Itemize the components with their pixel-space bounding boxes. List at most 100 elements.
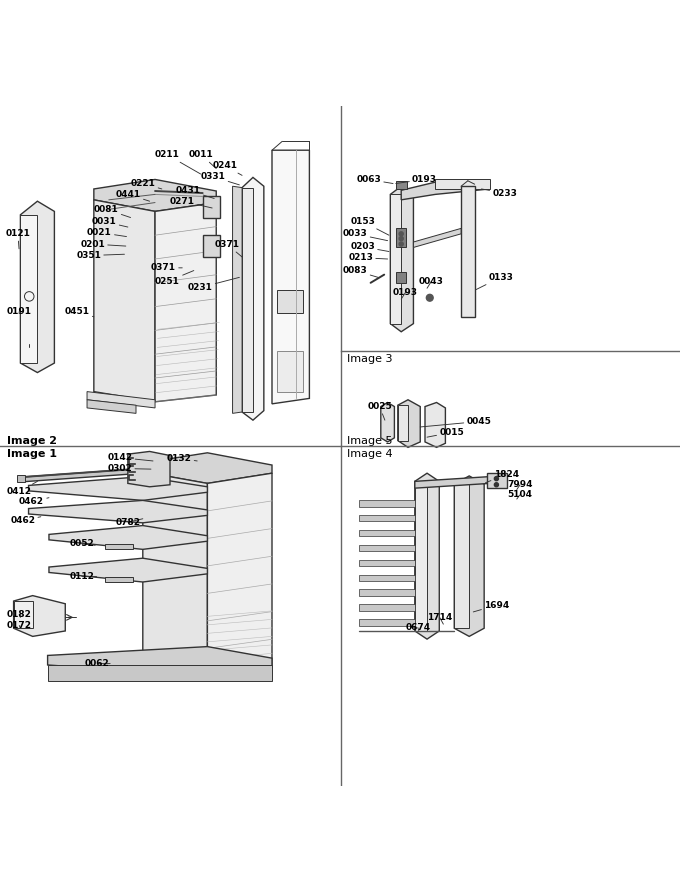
Text: Image 4: Image 4 (347, 449, 392, 458)
Text: 7994: 7994 (507, 480, 533, 490)
Text: 0203: 0203 (350, 243, 389, 252)
FancyBboxPatch shape (17, 475, 25, 482)
Polygon shape (359, 619, 415, 626)
Text: 0271: 0271 (170, 197, 212, 208)
Polygon shape (233, 186, 242, 413)
Polygon shape (398, 405, 408, 441)
Polygon shape (14, 601, 33, 628)
Polygon shape (454, 484, 469, 628)
Text: 1714: 1714 (427, 613, 452, 624)
Circle shape (494, 483, 498, 487)
Text: 0043: 0043 (419, 277, 444, 288)
Polygon shape (415, 476, 490, 488)
Polygon shape (359, 559, 415, 566)
Polygon shape (398, 400, 420, 448)
Polygon shape (48, 665, 272, 681)
Text: 0031: 0031 (92, 217, 128, 227)
Text: Image 5: Image 5 (347, 436, 392, 446)
Text: 0015: 0015 (427, 428, 464, 437)
Polygon shape (87, 400, 136, 413)
Text: 0011: 0011 (189, 151, 216, 169)
Polygon shape (19, 468, 143, 482)
Polygon shape (390, 194, 401, 324)
Text: 0025: 0025 (367, 402, 392, 420)
Polygon shape (49, 525, 207, 549)
Text: Image 3: Image 3 (347, 353, 392, 364)
Text: 0142: 0142 (107, 453, 153, 462)
Polygon shape (94, 179, 216, 211)
Polygon shape (242, 187, 253, 412)
Text: 0462: 0462 (10, 516, 41, 525)
Polygon shape (272, 150, 309, 404)
Text: 0121: 0121 (5, 229, 31, 249)
Polygon shape (359, 500, 415, 507)
Text: 0033: 0033 (343, 229, 388, 241)
Text: 0112: 0112 (69, 572, 97, 581)
Text: 0213: 0213 (348, 253, 388, 262)
Text: 0052: 0052 (69, 540, 95, 549)
Polygon shape (415, 482, 427, 631)
Text: 0132: 0132 (167, 454, 197, 463)
Polygon shape (20, 202, 54, 373)
Polygon shape (359, 605, 415, 611)
Text: 1824: 1824 (486, 470, 519, 483)
Text: 0172: 0172 (7, 621, 32, 630)
Polygon shape (359, 574, 415, 582)
Text: 0441: 0441 (116, 190, 150, 202)
Polygon shape (415, 473, 439, 640)
Polygon shape (390, 186, 413, 332)
Polygon shape (143, 453, 272, 483)
Circle shape (399, 242, 403, 246)
Text: 0331: 0331 (201, 172, 239, 185)
Polygon shape (359, 515, 415, 522)
Text: 0153: 0153 (350, 217, 389, 235)
Text: 0221: 0221 (131, 179, 162, 189)
Text: 0062: 0062 (85, 659, 110, 668)
Text: 0371: 0371 (215, 240, 242, 257)
Text: 0182: 0182 (7, 610, 32, 619)
Text: 0191: 0191 (7, 307, 32, 316)
FancyBboxPatch shape (435, 178, 490, 189)
Text: 0231: 0231 (188, 277, 239, 292)
Text: 0133: 0133 (476, 273, 513, 290)
Polygon shape (413, 228, 461, 247)
FancyBboxPatch shape (277, 351, 303, 392)
Text: 0083: 0083 (343, 266, 378, 277)
Polygon shape (381, 402, 394, 442)
Polygon shape (49, 558, 207, 582)
FancyBboxPatch shape (487, 473, 507, 488)
Polygon shape (94, 200, 155, 401)
Text: 0193: 0193 (393, 288, 418, 299)
Polygon shape (143, 472, 207, 676)
Polygon shape (128, 451, 170, 487)
Text: 0063: 0063 (356, 175, 393, 184)
Circle shape (399, 236, 403, 241)
Text: Image 2: Image 2 (7, 436, 57, 446)
Circle shape (426, 294, 433, 301)
Polygon shape (29, 500, 207, 523)
Polygon shape (425, 402, 445, 448)
Polygon shape (14, 596, 65, 636)
Text: 1694: 1694 (473, 600, 509, 612)
Text: 0674: 0674 (405, 623, 430, 632)
Text: 0241: 0241 (212, 161, 242, 176)
Text: 0462: 0462 (19, 497, 49, 507)
FancyBboxPatch shape (396, 272, 406, 283)
Polygon shape (29, 476, 207, 500)
Text: 0193: 0193 (396, 175, 437, 184)
Text: 0081: 0081 (94, 205, 131, 218)
Polygon shape (359, 545, 415, 551)
Polygon shape (454, 476, 484, 636)
Polygon shape (401, 182, 490, 200)
FancyBboxPatch shape (396, 181, 407, 189)
Text: 0251: 0251 (155, 270, 194, 286)
Polygon shape (359, 530, 415, 536)
Text: 5104: 5104 (507, 491, 532, 500)
Polygon shape (20, 215, 37, 363)
FancyBboxPatch shape (203, 235, 220, 257)
Polygon shape (48, 647, 272, 676)
Polygon shape (242, 178, 264, 420)
Circle shape (494, 476, 498, 481)
Text: Image 1: Image 1 (7, 449, 57, 458)
Circle shape (399, 232, 403, 235)
